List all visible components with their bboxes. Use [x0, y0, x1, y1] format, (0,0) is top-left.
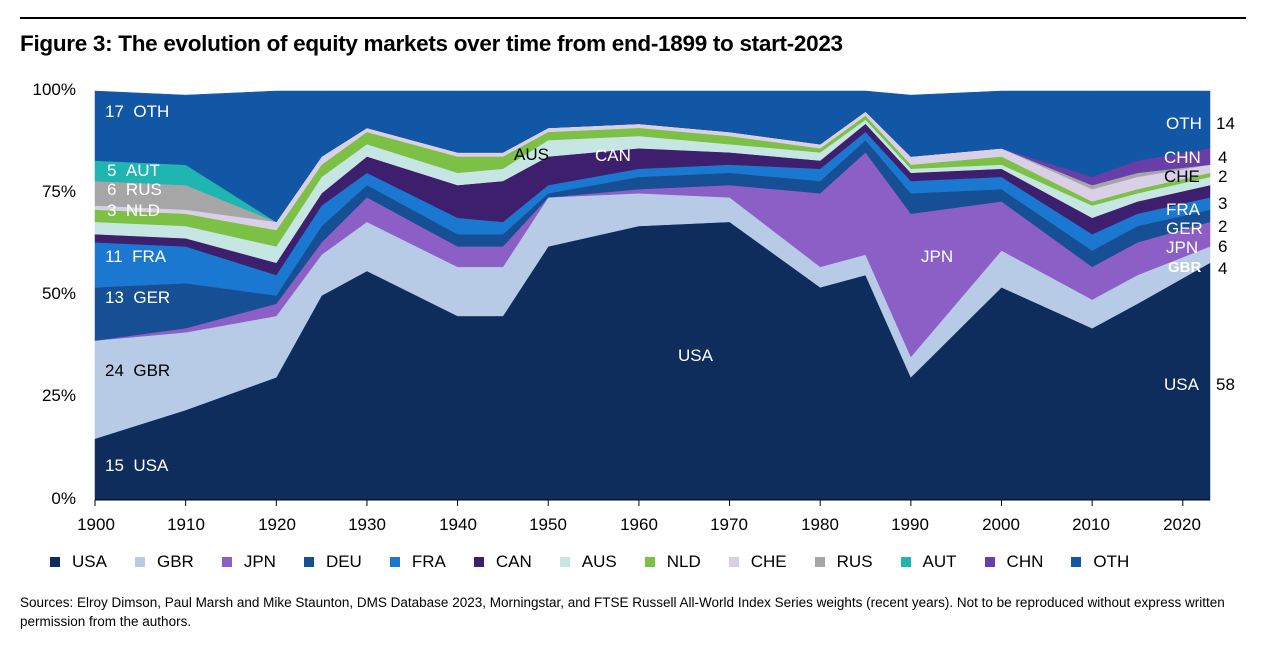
legend-item-aus: AUS	[559, 552, 617, 572]
legend-swatch	[473, 557, 484, 567]
x-tick-label-1950: 1950	[529, 515, 567, 534]
legend-label: JPN	[243, 552, 276, 571]
x-tick-label-1980: 1980	[801, 515, 839, 534]
label-2023-usa-code: USA	[1164, 375, 1199, 394]
legend-item-nld: NLD	[644, 552, 701, 572]
legend-swatch	[559, 557, 570, 567]
source-note: Sources: Elroy Dimson, Paul Marsh and Mi…	[20, 595, 1225, 629]
x-tick-label-2010: 2010	[1072, 515, 1110, 534]
label-2023-oth-code: OTH	[1166, 114, 1202, 133]
legend-item-aut: AUT	[900, 552, 957, 572]
legend-label: NLD	[666, 552, 701, 571]
label-usa: USA	[678, 346, 713, 365]
label-1900-ger: 13 GER	[105, 288, 171, 307]
label-2023-ger-value: 2	[1218, 217, 1228, 236]
legend-swatch	[221, 557, 232, 567]
legend-item-chn: CHN	[984, 552, 1044, 572]
legend-item-fra: FRA	[389, 552, 446, 572]
y-tick-label-25: 25%	[41, 386, 76, 405]
legend-label: OTH	[1093, 552, 1130, 571]
label-1900-gbr: 24 GBR	[105, 361, 171, 380]
label-aus: AUS	[514, 145, 549, 164]
label-2023-chn-value: 4	[1218, 148, 1228, 167]
legend-label: AUS	[581, 552, 617, 571]
x-tick-label-1910: 1910	[167, 515, 205, 534]
legend-item-jpn: JPN	[221, 552, 276, 572]
legend-item-gbr: GBR	[134, 552, 194, 572]
x-tick-label-2000: 2000	[982, 515, 1020, 534]
legend-swatch	[134, 557, 145, 567]
label-2023-che-value: 2	[1218, 167, 1228, 186]
legend-swatch	[50, 557, 60, 567]
legend-item-rus: RUS	[814, 552, 873, 572]
legend-label: RUS	[836, 552, 873, 571]
label-1900-fra: 11 FRA	[105, 247, 167, 266]
legend-label: AUT	[922, 552, 957, 571]
x-tick-label-1920: 1920	[258, 515, 296, 534]
legend-swatch	[984, 557, 995, 567]
label-2023-usa-value: 58	[1216, 375, 1235, 394]
label-1900-aut: 5 AUT	[107, 161, 160, 180]
x-tick-label-1970: 1970	[710, 515, 748, 534]
legend-label: CAN	[495, 552, 532, 571]
legend-item-can: CAN	[473, 552, 532, 572]
legend-label: FRA	[411, 552, 446, 571]
label-2023-fra-value: 3	[1218, 194, 1228, 213]
legend-label: CHN	[1006, 552, 1044, 571]
y-tick-label-0: 0%	[51, 489, 76, 508]
chart-legend: USA GBR JPN DEU FRA CAN AUS NLD CHE RUS …	[50, 552, 1157, 572]
x-tick-label-1960: 1960	[620, 515, 658, 534]
label-1900-nld: 3 NLD	[107, 201, 160, 220]
label-2023-jpn-code: JPN	[1166, 238, 1199, 257]
x-tick-label-2020: 2020	[1163, 515, 1201, 534]
x-tick-label-1940: 1940	[439, 515, 477, 534]
x-tick-label-1990: 1990	[891, 515, 929, 534]
legend-label: USA	[72, 552, 107, 571]
legend-label: DEU	[325, 552, 362, 571]
legend-swatch	[1071, 557, 1082, 567]
legend-swatch	[814, 557, 825, 567]
label-2023-ger-code: GER	[1166, 219, 1203, 238]
legend-swatch	[644, 557, 655, 567]
label-2023-jpn-value: 6	[1218, 237, 1228, 256]
label-2023-chn-code: CHN	[1164, 148, 1201, 167]
legend-swatch	[303, 557, 314, 567]
x-tick-label-1930: 1930	[348, 515, 386, 534]
label-2023-gbr-value: 4	[1218, 259, 1228, 278]
legend-label: GBR	[156, 552, 194, 571]
y-tick-label-50: 50%	[41, 284, 76, 303]
legend-swatch	[728, 557, 739, 567]
label-2023-che-code: CHE	[1164, 167, 1200, 186]
label-jpn: JPN	[921, 247, 954, 266]
label-can: CAN	[595, 146, 631, 165]
legend-item-che: CHE	[728, 552, 787, 572]
legend-swatch	[389, 557, 400, 567]
area-layers	[94, 90, 1211, 501]
y-tick-label-100: 100%	[32, 80, 76, 99]
label-2023-oth-value: 14	[1216, 114, 1235, 133]
y-tick-label-75: 75%	[41, 182, 76, 201]
chart-title: Figure 3: The evolution of equity market…	[20, 31, 843, 56]
label-1900-usa: 15 USA	[105, 456, 169, 475]
top-rule	[20, 17, 1246, 19]
legend-item-usa: USA	[50, 552, 107, 572]
label-2023-fra-code: FRA	[1166, 200, 1200, 219]
legend-item-deu: DEU	[303, 552, 362, 572]
area-oth	[94, 90, 1211, 223]
label-1900-rus: 6 RUS	[107, 180, 162, 199]
x-tick-label-1900: 1900	[77, 515, 115, 534]
legend-item-oth: OTH	[1071, 552, 1129, 572]
x-tick-marks	[94, 500, 1184, 506]
label-1900-oth: 17 OTH	[105, 102, 170, 121]
label-2023-gbr-code: GBR	[1168, 259, 1202, 276]
legend-label: CHE	[750, 552, 787, 571]
legend-swatch	[900, 557, 911, 567]
